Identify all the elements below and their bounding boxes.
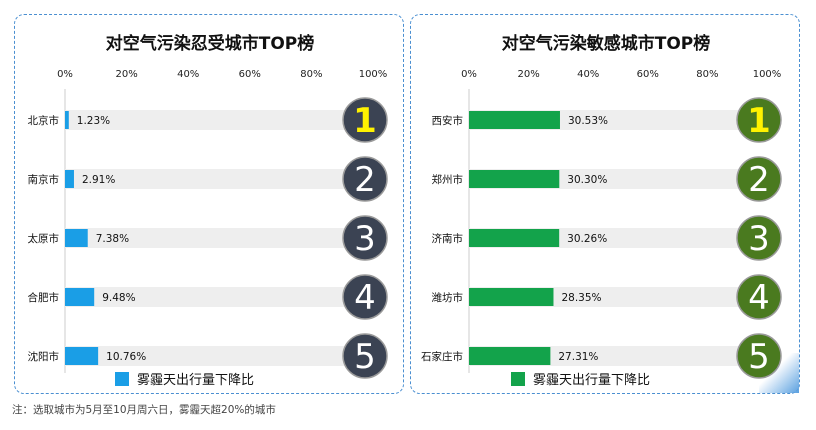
x-tick-label: 80% [300, 69, 322, 80]
x-tick-label: 0% [57, 69, 73, 80]
bar [469, 347, 551, 365]
rank-number: 2 [354, 160, 376, 200]
value-label: 7.38% [96, 233, 129, 245]
category-label: 郑州市 [432, 173, 464, 186]
bar [65, 288, 95, 306]
rank-number: 2 [748, 160, 770, 200]
bar [65, 347, 99, 365]
rank-badge [342, 97, 388, 143]
rank-badge [342, 333, 388, 379]
bar [65, 170, 74, 188]
category-label: 合肥市 [28, 291, 60, 304]
legend-swatch [511, 372, 525, 386]
rank-badge [736, 215, 782, 261]
value-label: 2.91% [82, 174, 115, 186]
x-tick-label: 40% [177, 69, 199, 80]
rank-badge [342, 215, 388, 261]
category-label: 潍坊市 [432, 291, 464, 304]
category-label: 太原市 [28, 232, 60, 245]
legend-label: 雾霾天出行量下降比 [533, 373, 650, 388]
chart-title: 对空气污染忍受城市TOP榜 [106, 33, 315, 54]
bar [469, 229, 560, 247]
rank-number: 4 [354, 278, 376, 318]
rank-number: 5 [354, 337, 376, 377]
bar [469, 170, 560, 188]
category-label: 北京市 [28, 114, 60, 127]
x-tick-label: 80% [696, 69, 718, 80]
rank-badge [342, 156, 388, 202]
left-chart: 对空气污染忍受城市TOP榜 0% 20% 40% 60% 80% 100% 北京市 1.23% 1… [28, 33, 388, 388]
x-tick-label: 20% [517, 69, 539, 80]
footnote: 注：选取城市为5月至10月周六日，雾霾天超20%的城市 [12, 404, 276, 416]
value-label: 30.30% [567, 174, 607, 186]
x-tick-label: 60% [637, 69, 659, 80]
x-tick-label: 40% [577, 69, 599, 80]
rank-number: 1 [747, 101, 771, 141]
right-chart-panel: 对空气污染敏感城市TOP榜 0% 20% 40% 60% 80% 100% 西安市 30.53%… [410, 14, 800, 394]
x-tick-label: 100% [359, 69, 388, 80]
bar-track [65, 287, 373, 307]
value-label: 28.35% [561, 292, 601, 304]
legend-label: 雾霾天出行量下降比 [137, 373, 254, 388]
category-label: 石家庄市 [421, 350, 463, 363]
rank-badge [342, 274, 388, 320]
bar-track [65, 346, 373, 366]
value-label: 1.23% [77, 115, 110, 127]
corner-decoration [759, 353, 799, 393]
category-label: 西安市 [432, 114, 464, 127]
x-tick-label: 60% [239, 69, 261, 80]
bar-track [65, 228, 373, 248]
bar [469, 111, 560, 129]
bar [65, 229, 88, 247]
bar-track [65, 110, 373, 130]
rank-number: 3 [354, 219, 376, 259]
rank-badge [736, 97, 782, 143]
right-chart: 对空气污染敏感城市TOP榜 0% 20% 40% 60% 80% 100% 西安市 30.53%… [421, 33, 782, 388]
left-chart-panel: 对空气污染忍受城市TOP榜 0% 20% 40% 60% 80% 100% 北京市 1.23% 1… [14, 14, 404, 394]
category-label: 南京市 [28, 173, 60, 186]
value-label: 10.76% [106, 351, 146, 363]
value-label: 27.31% [558, 351, 598, 363]
value-label: 9.48% [102, 292, 135, 304]
legend-swatch [115, 372, 129, 386]
rank-number: 3 [748, 219, 770, 259]
x-tick-label: 0% [461, 69, 477, 80]
rank-number: 4 [748, 278, 770, 318]
x-tick-label: 100% [753, 69, 782, 80]
x-tick-label: 20% [115, 69, 137, 80]
bar-track [65, 169, 373, 189]
bar [469, 288, 554, 306]
chart-title: 对空气污染敏感城市TOP榜 [502, 33, 711, 54]
category-label: 济南市 [432, 232, 464, 245]
rank-badge [736, 156, 782, 202]
category-label: 沈阳市 [28, 350, 60, 363]
value-label: 30.26% [567, 233, 607, 245]
rank-badge [736, 274, 782, 320]
bar [65, 111, 69, 129]
rank-number: 1 [353, 101, 377, 141]
value-label: 30.53% [568, 115, 608, 127]
